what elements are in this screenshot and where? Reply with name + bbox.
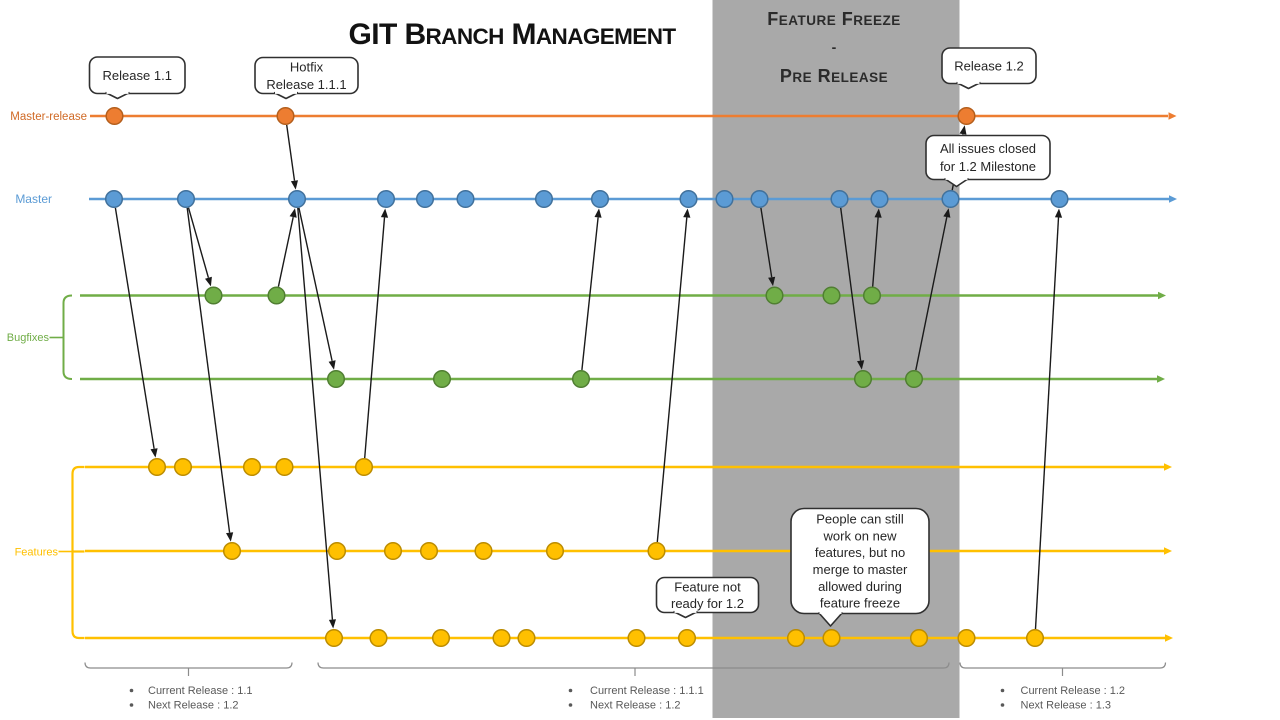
svg-text:Bugfixes: Bugfixes bbox=[7, 332, 50, 344]
svg-text:Current Release : 1.2: Current Release : 1.2 bbox=[1021, 685, 1126, 697]
svg-text:Release 1.1: Release 1.1 bbox=[103, 68, 172, 83]
svg-text:People can still: People can still bbox=[816, 512, 904, 527]
svg-text:FEATURE FREEZE: FEATURE FREEZE bbox=[767, 9, 901, 29]
svg-text:Current Release : 1.1.1: Current Release : 1.1.1 bbox=[590, 685, 704, 697]
svg-text:Release 1.2: Release 1.2 bbox=[954, 58, 1023, 73]
svg-text:merge to master: merge to master bbox=[813, 562, 908, 577]
svg-text:All issues closed: All issues closed bbox=[940, 141, 1036, 156]
svg-text:Current Release : 1.1: Current Release : 1.1 bbox=[148, 685, 253, 697]
svg-text:PRE RELEASE: PRE RELEASE bbox=[780, 66, 888, 86]
svg-text:GIT BRANCH MANAGEMENT: GIT BRANCH MANAGEMENT bbox=[348, 18, 676, 51]
svg-text:Release 1.1.1: Release 1.1.1 bbox=[266, 77, 346, 92]
svg-text:Next Release : 1.3: Next Release : 1.3 bbox=[1021, 700, 1112, 712]
svg-text:feature freeze: feature freeze bbox=[820, 596, 900, 611]
svg-text:allowed during: allowed during bbox=[818, 579, 902, 594]
svg-text:Master-release: Master-release bbox=[10, 111, 87, 123]
svg-text:Features: Features bbox=[15, 547, 59, 559]
svg-text:work on new: work on new bbox=[823, 528, 898, 543]
svg-text:for 1.2 Milestone: for 1.2 Milestone bbox=[940, 159, 1036, 174]
svg-text:Next Release : 1.2: Next Release : 1.2 bbox=[148, 700, 239, 712]
svg-text:Next Release : 1.2: Next Release : 1.2 bbox=[590, 700, 681, 712]
svg-text:Feature not: Feature not bbox=[674, 579, 741, 594]
svg-text:Hotfix: Hotfix bbox=[290, 59, 324, 74]
svg-text:Master: Master bbox=[15, 192, 52, 206]
svg-text:ready for 1.2: ready for 1.2 bbox=[671, 596, 744, 611]
svg-text:features, but no: features, but no bbox=[815, 545, 905, 560]
svg-text:-: - bbox=[832, 39, 837, 55]
